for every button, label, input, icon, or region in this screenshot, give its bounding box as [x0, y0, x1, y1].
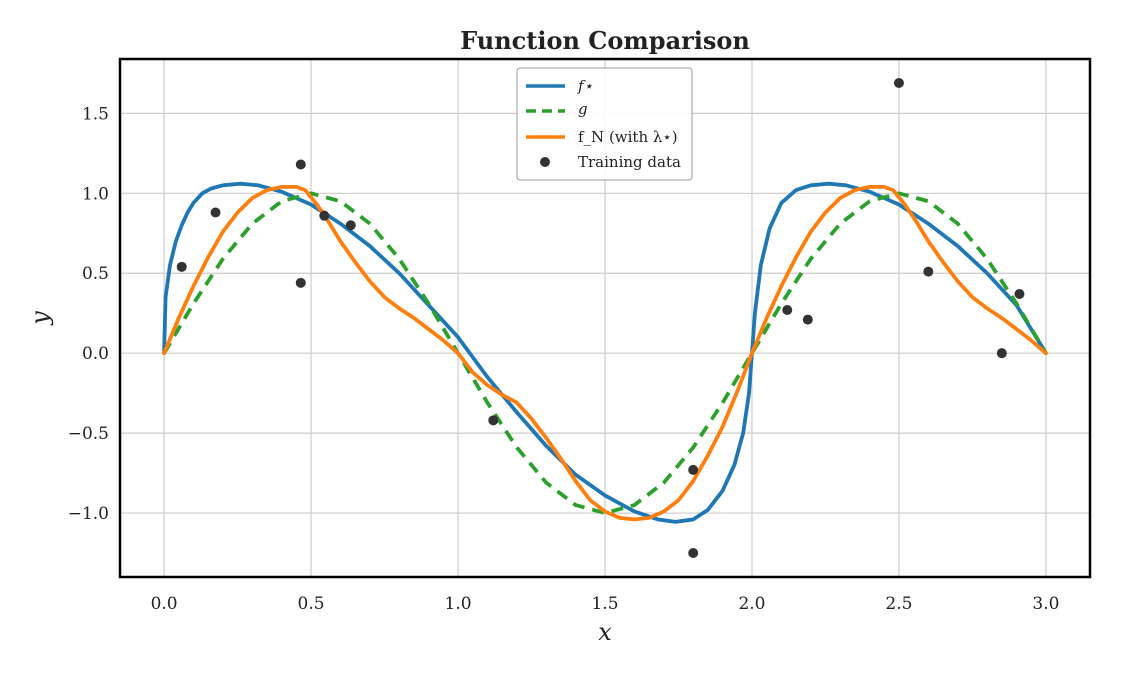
y-tick-label: −0.5 [68, 424, 109, 444]
x-tick-label: 3.0 [1032, 594, 1059, 614]
training-point [345, 220, 356, 231]
plot-frame [118, 57, 1092, 579]
training-point [802, 314, 813, 325]
training-point [923, 266, 934, 277]
x-tick-label: 2.5 [885, 594, 912, 614]
series-layer [162, 181, 1048, 524]
training-point [688, 548, 699, 559]
x-tick-label: 0.5 [298, 594, 325, 614]
chart-title: Function Comparison [460, 26, 750, 55]
training-point [782, 305, 793, 316]
training-point [1014, 289, 1025, 300]
training-point [176, 261, 187, 272]
legend-label-training-data: Training data [578, 153, 681, 171]
x-axis-label: x [598, 618, 612, 646]
legend-box [516, 67, 693, 181]
legend-label-f-n: f_N (with λ⋆) [578, 128, 678, 146]
y-tick-label: 0.0 [82, 344, 109, 364]
training-point [319, 210, 330, 221]
series-line-f-star [162, 181, 1048, 524]
x-tick-label: 1.5 [591, 594, 618, 614]
legend-label-f-star: f⋆ [577, 77, 593, 95]
training-point [488, 415, 499, 426]
legend-swatch-training-data [540, 157, 550, 167]
series-line-g [162, 191, 1048, 515]
y-axis-label: y [26, 311, 54, 326]
training-point [295, 277, 306, 288]
training-points [176, 77, 1025, 559]
training-point [996, 348, 1007, 359]
y-tick-label: 1.0 [82, 184, 109, 204]
y-tick-label: −1.0 [68, 504, 109, 524]
training-point [295, 159, 306, 170]
legend-label-g: g [578, 100, 588, 118]
training-point [688, 464, 699, 475]
training-point [893, 77, 904, 88]
x-tick-label: 2.0 [738, 594, 765, 614]
series-line-f-n [162, 185, 1048, 522]
y-tick-label: 0.5 [82, 264, 109, 284]
x-axis-ticks: 0.0 0.5 1.0 1.5 2.0 2.5 3.0 [151, 594, 1060, 614]
legend: f⋆ g f_N (with λ⋆) Training data [516, 67, 693, 181]
y-axis-ticks: −1.0 −0.5 0.0 0.5 1.0 1.5 [68, 104, 109, 524]
x-tick-label: 1.0 [445, 594, 472, 614]
y-tick-label: 1.5 [82, 104, 109, 124]
x-tick-label: 0.0 [151, 594, 178, 614]
training-point [210, 207, 221, 218]
